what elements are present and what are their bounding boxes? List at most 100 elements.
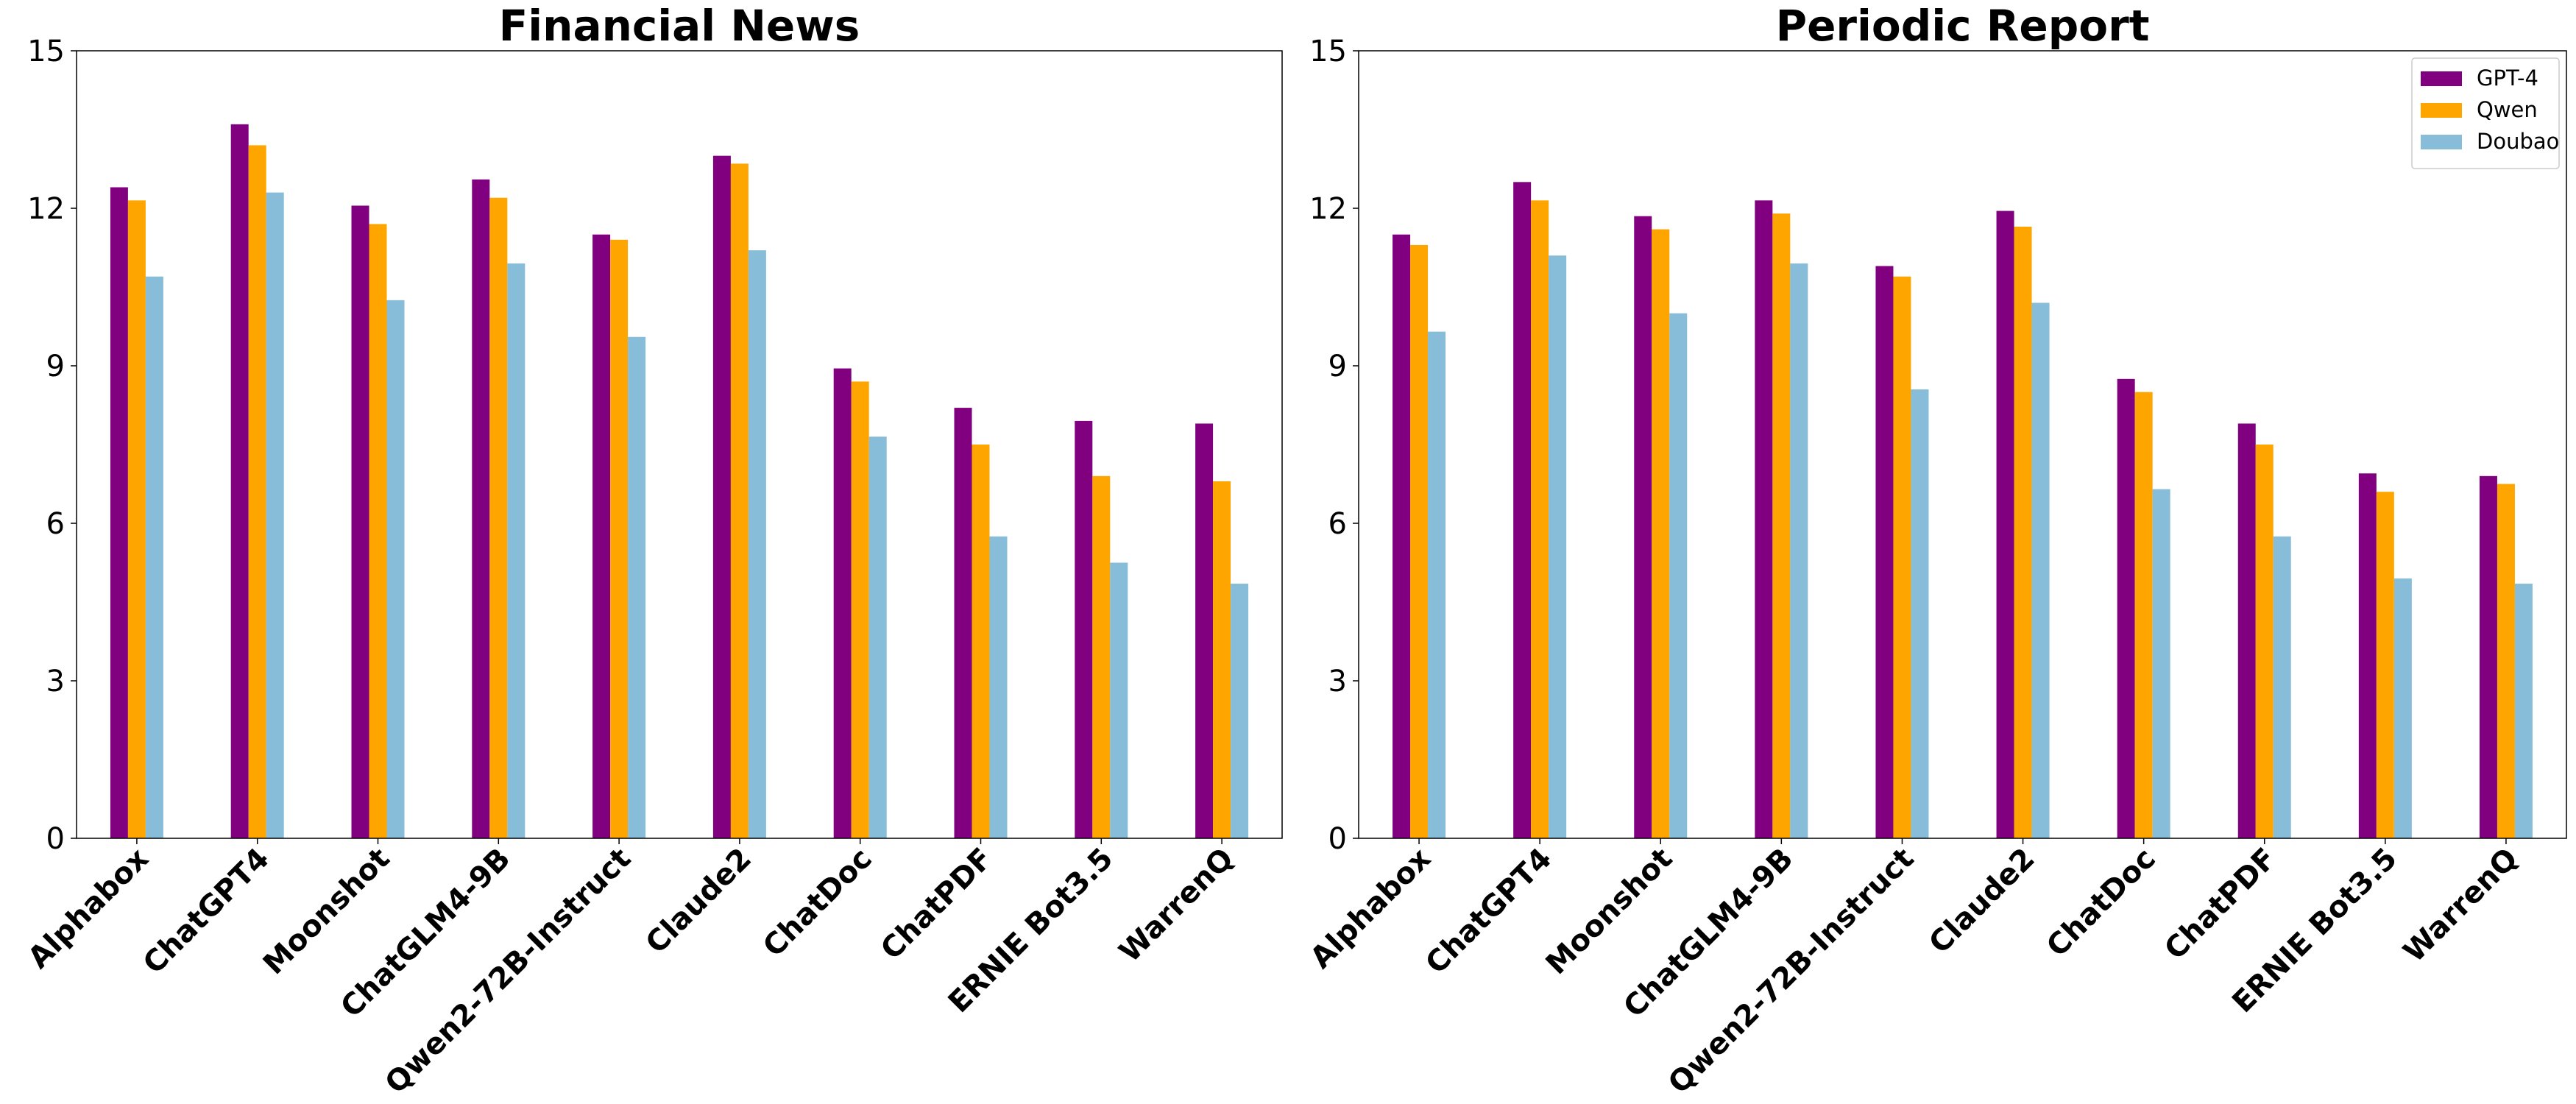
- bar: [748, 250, 766, 839]
- x-tick-label: ChatGPT4: [137, 842, 276, 981]
- bar: [1652, 229, 1670, 838]
- x-tick-label: Claude2: [1922, 842, 2041, 960]
- bar: [2152, 489, 2170, 838]
- y-tick-label: 15: [27, 35, 65, 68]
- bar: [2273, 536, 2291, 838]
- axes-frame: [1358, 50, 2567, 839]
- bar: [972, 445, 990, 838]
- x-tick-label: ChatDoc: [2040, 842, 2162, 964]
- bar: [1531, 200, 1549, 838]
- bar: [1075, 420, 1093, 838]
- y-tick-label: 6: [46, 507, 65, 541]
- bar: [2497, 484, 2515, 838]
- chart-panel: Financial NewsAlphaboxChatGPT4MoonshotCh…: [21, 1, 1283, 1100]
- x-tick-label: Alphabox: [1304, 841, 1438, 975]
- bar: [2031, 302, 2050, 838]
- y-tick-label: 3: [46, 665, 65, 698]
- bar: [1790, 263, 1808, 838]
- x-tick-label: ChatDoc: [757, 842, 879, 964]
- x-tick-label: Qwen2-72B-Instruct: [379, 842, 637, 1100]
- bar: [127, 200, 146, 838]
- bar: [369, 224, 387, 838]
- x-tick-label: WarrenQ: [1113, 842, 1240, 969]
- bar: [1875, 266, 1894, 838]
- bar: [851, 381, 869, 838]
- axes-frame: [76, 50, 1283, 839]
- legend-swatch: [2421, 103, 2462, 118]
- x-tick-label: ChatPDF: [2158, 842, 2283, 967]
- bar: [1092, 475, 1111, 838]
- bar: [712, 155, 731, 838]
- bar: [1755, 200, 1773, 838]
- legend-swatch: [2421, 71, 2462, 86]
- y-tick-label: 12: [1309, 192, 1347, 226]
- bar: [2376, 492, 2394, 838]
- bar: [1428, 331, 1446, 839]
- bar: [1911, 389, 1929, 838]
- bar: [472, 179, 490, 838]
- bar: [230, 124, 249, 838]
- bar: [351, 205, 369, 838]
- y-tick-label: 0: [1328, 822, 1347, 856]
- legend-label: GPT-4: [2477, 66, 2538, 91]
- bar: [1110, 562, 1128, 838]
- y-tick-label: 9: [46, 350, 65, 383]
- bar: [610, 239, 629, 838]
- y-tick-label: 12: [27, 192, 65, 226]
- bar: [2514, 584, 2533, 838]
- bar: [507, 263, 526, 838]
- legend: GPT-4 Qwen Doubao: [2411, 57, 2560, 169]
- x-tick-label: Claude2: [640, 842, 758, 960]
- chart-title: Financial News: [499, 1, 860, 51]
- bar: [2255, 445, 2274, 838]
- legend-swatch: [2421, 135, 2462, 149]
- bar: [1772, 213, 1791, 839]
- bar: [2479, 475, 2497, 838]
- legend-label: Qwen: [2477, 97, 2538, 122]
- bar: [386, 300, 405, 838]
- bar: [1195, 423, 1214, 838]
- bar: [1410, 244, 1429, 838]
- bar: [2393, 578, 2412, 838]
- bar: [2237, 423, 2256, 838]
- bar: [2134, 392, 2153, 838]
- y-tick-label: 3: [1328, 665, 1347, 698]
- bar: [2358, 473, 2377, 838]
- bar: [868, 436, 887, 838]
- y-tick-label: 9: [1328, 350, 1347, 383]
- bar: [110, 187, 128, 838]
- bar: [730, 163, 749, 838]
- bar: [1669, 313, 1688, 839]
- bar: [1634, 216, 1652, 838]
- bar: [592, 234, 611, 839]
- bar: [833, 368, 852, 839]
- bar: [1996, 210, 2014, 839]
- bar: [1893, 276, 1911, 838]
- bar: [1549, 255, 1567, 838]
- bar: [145, 276, 163, 838]
- bar: [989, 536, 1008, 838]
- bar: [489, 197, 508, 838]
- bar: [1513, 182, 1532, 839]
- bar: [1231, 584, 1249, 838]
- x-tick-label: Alphabox: [21, 841, 155, 975]
- bar: [266, 192, 284, 839]
- chart-title: Periodic Report: [1776, 1, 2150, 51]
- bar: [2014, 226, 2032, 838]
- legend-label: Doubao: [2477, 129, 2559, 154]
- y-tick-label: 0: [46, 822, 65, 856]
- x-tick-label: Qwen2-72B-Instruct: [1662, 842, 1920, 1100]
- x-tick-label: WarrenQ: [2397, 842, 2524, 969]
- chart-panel: Periodic ReportAlphaboxChatGPT4MoonshotC…: [1304, 1, 2567, 1100]
- x-tick-label: ChatPDF: [874, 842, 999, 967]
- y-tick-label: 15: [1309, 35, 1347, 68]
- bar: [628, 336, 646, 838]
- bar: [248, 145, 266, 838]
- y-tick-label: 6: [1328, 507, 1347, 541]
- bar: [1393, 234, 1411, 839]
- bar: [1213, 481, 1231, 838]
- x-tick-label: ChatGPT4: [1419, 842, 1558, 981]
- bar: [954, 408, 972, 838]
- bar: [2117, 378, 2135, 838]
